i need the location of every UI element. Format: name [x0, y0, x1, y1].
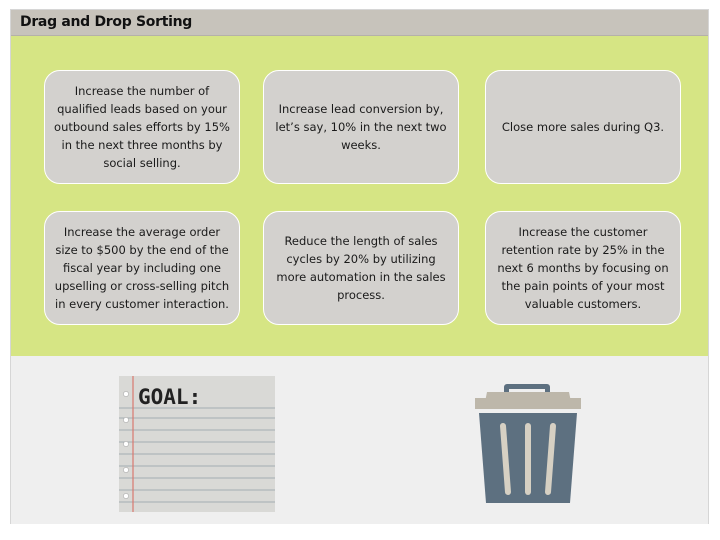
card-text: Increase the average order size to $500 … — [54, 225, 230, 311]
goal-heading: GOAL: — [138, 385, 201, 409]
card-text: Increase the number of qualified leads b… — [54, 84, 230, 170]
card-text: Close more sales during Q3. — [501, 120, 665, 134]
trash-can-icon — [475, 384, 581, 503]
trash-drop-target[interactable] — [473, 382, 585, 506]
draggable-card-3[interactable]: Close more sales during Q3. — [485, 70, 681, 184]
drop-area: GOAL: — [11, 356, 708, 524]
draggable-card-6[interactable]: Increase the customer retention rate by … — [485, 211, 681, 325]
card-text: Reduce the length of sales cycles by 20%… — [276, 234, 446, 302]
cards-area: Increase the number of qualified leads b… — [11, 36, 708, 356]
notepad-icon: GOAL: — [119, 376, 275, 512]
card-text: Increase lead conversion by, let’s say, … — [275, 102, 447, 152]
draggable-card-4[interactable]: Increase the average order size to $500 … — [44, 211, 240, 325]
draggable-card-5[interactable]: Reduce the length of sales cycles by 20%… — [263, 211, 459, 325]
page-title: Drag and Drop Sorting — [20, 14, 193, 30]
draggable-card-2[interactable]: Increase lead conversion by, let’s say, … — [263, 70, 459, 184]
card-text: Increase the customer retention rate by … — [497, 225, 669, 311]
activity-frame: Drag and Drop Sorting Increase the numbe… — [10, 9, 709, 524]
draggable-card-1[interactable]: Increase the number of qualified leads b… — [44, 70, 240, 184]
goal-drop-target[interactable]: GOAL: — [119, 376, 275, 512]
title-bar: Drag and Drop Sorting — [11, 10, 708, 36]
